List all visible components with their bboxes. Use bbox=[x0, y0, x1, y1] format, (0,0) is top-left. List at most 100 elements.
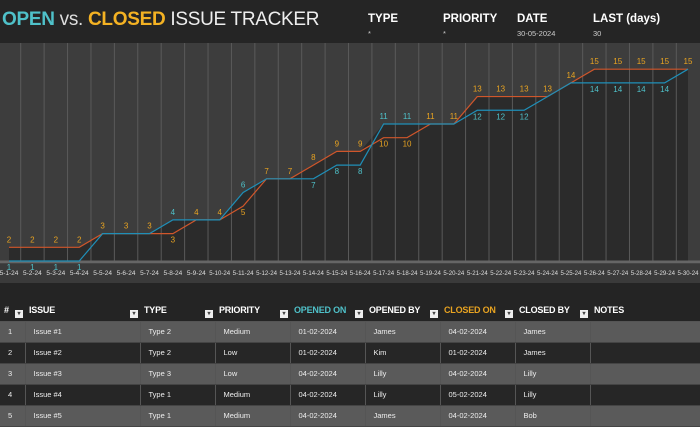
x-tick-label: 5-19-24 bbox=[420, 270, 441, 277]
table-row[interactable]: 4 Issue #4 Type 1 Medium 04-02-2024 Lilly 05-0… bbox=[0, 384, 700, 406]
table-cell[interactable]: 04-02-2024 bbox=[440, 363, 516, 385]
table-cell[interactable]: James bbox=[365, 321, 441, 343]
filter-dropdown-icon[interactable]: ▾ bbox=[355, 309, 363, 318]
column-header-label: CLOSED BY bbox=[519, 305, 570, 316]
table-cell[interactable]: Lilly bbox=[365, 384, 441, 406]
filter-priority-value[interactable]: * bbox=[443, 29, 446, 38]
column-header-label: PRIORITY bbox=[219, 305, 260, 316]
data-label-open: 1 bbox=[30, 263, 35, 272]
table-cell[interactable]: Medium bbox=[215, 384, 291, 406]
filter-dropdown-icon[interactable]: ▾ bbox=[430, 309, 438, 318]
x-tick-label: 5-3-24 bbox=[46, 270, 65, 277]
table-cell[interactable]: 04-02-2024 bbox=[290, 405, 366, 427]
table-cell[interactable]: 04-02-2024 bbox=[440, 321, 516, 343]
column-header[interactable]: TYPE ▾ bbox=[140, 300, 215, 322]
table-cell[interactable]: James bbox=[365, 405, 441, 427]
table-cell[interactable]: Medium bbox=[215, 405, 291, 427]
filter-priority[interactable]: PRIORITY * bbox=[443, 13, 497, 38]
filter-dropdown-icon[interactable]: ▾ bbox=[205, 309, 213, 318]
data-label-closed: 13 bbox=[520, 85, 529, 94]
x-tick-label: 5-16-24 bbox=[350, 270, 371, 277]
table-cell[interactable]: James bbox=[515, 321, 591, 343]
table-cell[interactable]: James bbox=[515, 342, 591, 364]
table-cell[interactable]: 01-02-2024 bbox=[290, 342, 366, 364]
data-label-open: 1 bbox=[54, 263, 59, 272]
column-header[interactable]: OPENED ON ▾ bbox=[290, 300, 365, 322]
header: OPEN vs. CLOSED ISSUE TRACKER TYPE * PRI… bbox=[0, 0, 700, 43]
table-cell[interactable]: Issue #1 bbox=[25, 321, 141, 343]
table-cell[interactable]: 1 bbox=[0, 321, 26, 343]
data-label-open: 8 bbox=[335, 167, 340, 176]
filter-dropdown-icon[interactable]: ▾ bbox=[580, 309, 588, 318]
table-cell[interactable]: 4 bbox=[0, 384, 26, 406]
column-header[interactable]: CLOSED ON ▾ bbox=[440, 300, 515, 322]
table-cell[interactable]: Lilly bbox=[515, 384, 591, 406]
table-row[interactable]: 5 Issue #5 Type 1 Medium 04-02-2024 James 04-0… bbox=[0, 405, 700, 427]
table-cell[interactable] bbox=[590, 321, 700, 343]
filter-type[interactable]: TYPE * bbox=[368, 13, 398, 38]
column-header[interactable]: PRIORITY ▾ bbox=[215, 300, 290, 322]
filter-type-value[interactable]: * bbox=[368, 29, 371, 38]
title-vs: vs. bbox=[59, 9, 84, 30]
table-cell[interactable]: Type 1 bbox=[140, 384, 216, 406]
table-cell[interactable] bbox=[590, 405, 700, 427]
filter-dropdown-icon[interactable]: ▾ bbox=[505, 309, 513, 318]
table-cell[interactable]: 5 bbox=[0, 405, 26, 427]
table-cell[interactable]: Issue #4 bbox=[25, 384, 141, 406]
table-cell[interactable]: 04-02-2024 bbox=[290, 363, 366, 385]
table-cell[interactable]: 01-02-2024 bbox=[440, 342, 516, 364]
table-cell[interactable]: Issue #2 bbox=[25, 342, 141, 364]
column-header[interactable]: ISSUE ▾ bbox=[25, 300, 140, 322]
table-cell[interactable]: 05-02-2024 bbox=[440, 384, 516, 406]
x-tick-label: 5-8-24 bbox=[163, 270, 182, 277]
x-tick-label: 5-27-24 bbox=[607, 270, 628, 277]
filter-dropdown-icon[interactable]: ▾ bbox=[15, 309, 23, 318]
table-cell[interactable]: Issue #3 bbox=[25, 363, 141, 385]
table-cell[interactable]: Type 2 bbox=[140, 342, 216, 364]
table-cell[interactable]: 04-02-2024 bbox=[440, 405, 516, 427]
x-tick-label: 5-9-24 bbox=[187, 270, 206, 277]
table-cell[interactable]: Medium bbox=[215, 321, 291, 343]
table-cell[interactable]: Bob bbox=[515, 405, 591, 427]
column-header[interactable]: NOTES▾ bbox=[590, 300, 700, 322]
table-cell[interactable] bbox=[590, 384, 700, 406]
data-label-open: 6 bbox=[241, 180, 246, 189]
data-label-closed: 4 bbox=[217, 208, 222, 217]
table-cell[interactable] bbox=[590, 342, 700, 364]
filter-last-days[interactable]: LAST (days) 30 bbox=[593, 13, 660, 38]
data-label-closed: 13 bbox=[496, 85, 505, 94]
filter-dropdown-icon[interactable]: ▾ bbox=[130, 309, 138, 318]
data-label-open: 11 bbox=[403, 112, 412, 121]
table-row[interactable]: 2 Issue #2 Type 2 Low 01-02-2024 Kim 01-02-202… bbox=[0, 342, 700, 364]
filter-last-days-value[interactable]: 30 bbox=[593, 29, 602, 38]
data-label-closed: 7 bbox=[288, 167, 293, 176]
column-header[interactable]: # ▾ bbox=[0, 300, 25, 322]
table-cell[interactable]: Low bbox=[215, 363, 291, 385]
column-header[interactable]: CLOSED BY ▾ bbox=[515, 300, 590, 322]
x-tick-label: 5-17-24 bbox=[373, 270, 394, 277]
table-cell[interactable]: 3 bbox=[0, 363, 26, 385]
x-tick-label: 5-21-24 bbox=[467, 270, 488, 277]
table-cell[interactable]: 2 bbox=[0, 342, 26, 364]
filter-date-value[interactable]: 30-05-2024 bbox=[517, 29, 556, 38]
table-cell[interactable]: Kim bbox=[365, 342, 441, 364]
data-label-closed: 8 bbox=[311, 153, 316, 162]
table-cell[interactable]: Low bbox=[215, 342, 291, 364]
table-cell[interactable] bbox=[590, 363, 700, 385]
table-cell[interactable]: 01-02-2024 bbox=[290, 321, 366, 343]
x-tick-label: 5-30-24 bbox=[678, 270, 699, 277]
column-header[interactable]: OPENED BY ▾ bbox=[365, 300, 440, 322]
table-cell[interactable]: Type 1 bbox=[140, 405, 216, 427]
x-tick-label: 5-20-24 bbox=[443, 270, 464, 277]
table-cell[interactable]: Issue #5 bbox=[25, 405, 141, 427]
table-row[interactable]: 3 Issue #3 Type 3 Low 04-02-2024 Lilly 04-02-2… bbox=[0, 363, 700, 385]
table-cell[interactable]: 04-02-2024 bbox=[290, 384, 366, 406]
x-tick-label: 5-14-24 bbox=[303, 270, 324, 277]
table-cell[interactable]: Lilly bbox=[515, 363, 591, 385]
filter-dropdown-icon[interactable]: ▾ bbox=[280, 309, 288, 318]
table-cell[interactable]: Lilly bbox=[365, 363, 441, 385]
table-cell[interactable]: Type 3 bbox=[140, 363, 216, 385]
table-row[interactable]: 1 Issue #1 Type 2 Medium 01-02-2024 James 04-0… bbox=[0, 321, 700, 343]
filter-date[interactable]: DATE 30-05-2024 bbox=[517, 13, 555, 38]
table-cell[interactable]: Type 2 bbox=[140, 321, 216, 343]
